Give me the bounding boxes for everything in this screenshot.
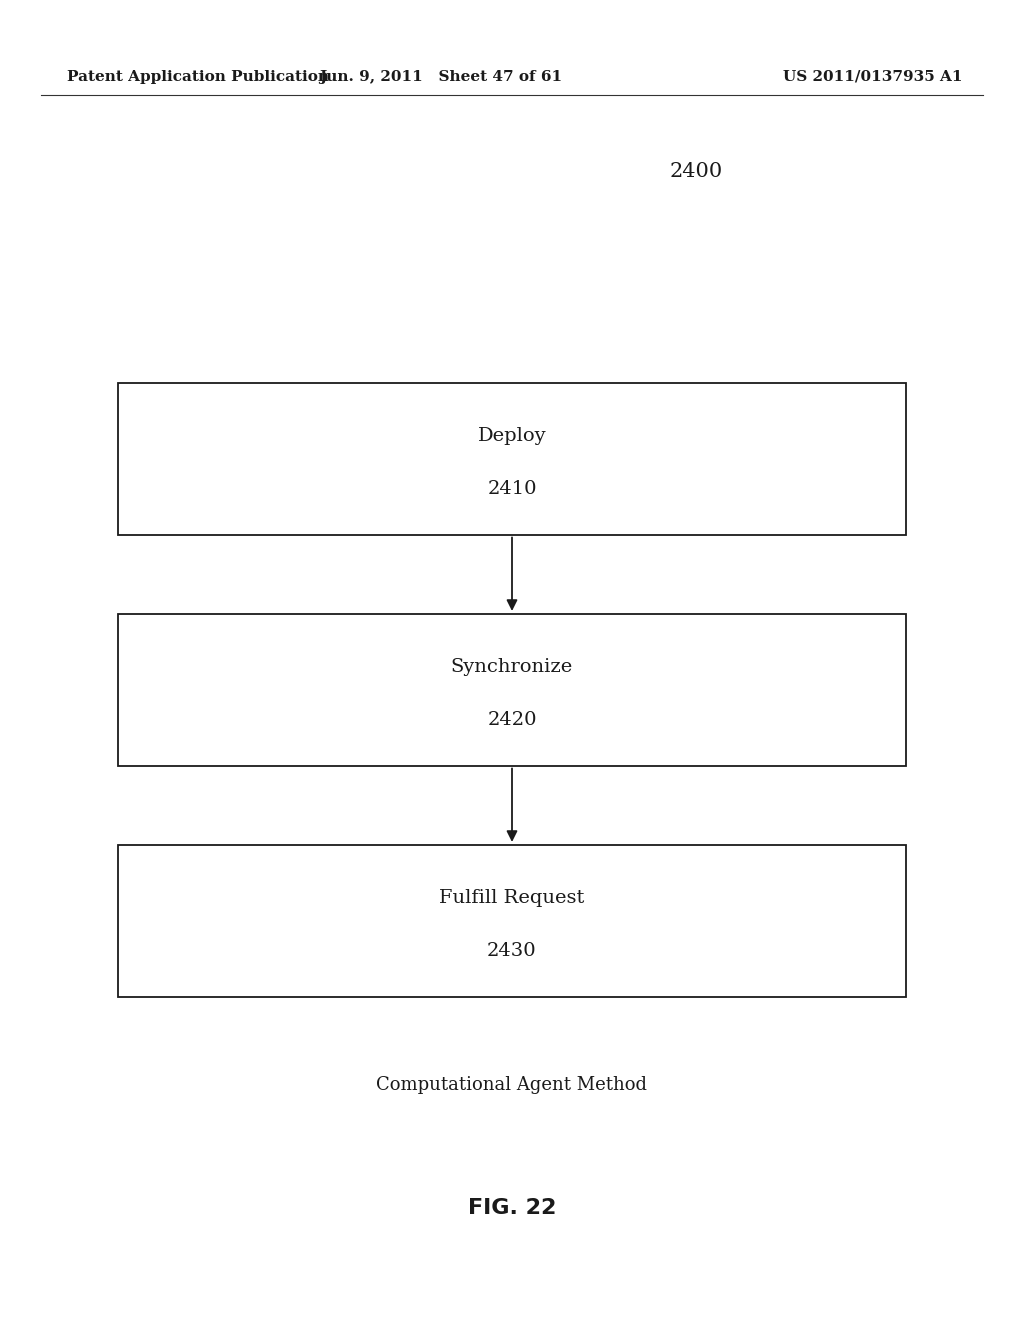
Text: Computational Agent Method: Computational Agent Method bbox=[377, 1076, 647, 1094]
Text: Deploy: Deploy bbox=[477, 426, 547, 445]
Text: Fulfill Request: Fulfill Request bbox=[439, 888, 585, 907]
Text: US 2011/0137935 A1: US 2011/0137935 A1 bbox=[783, 70, 963, 83]
Text: Synchronize: Synchronize bbox=[451, 657, 573, 676]
Text: 2430: 2430 bbox=[487, 942, 537, 960]
Text: 2400: 2400 bbox=[670, 162, 723, 181]
Bar bbox=[118, 614, 906, 766]
Text: Jun. 9, 2011   Sheet 47 of 61: Jun. 9, 2011 Sheet 47 of 61 bbox=[318, 70, 562, 83]
Text: Patent Application Publication: Patent Application Publication bbox=[67, 70, 329, 83]
Bar bbox=[118, 383, 906, 535]
Bar bbox=[118, 845, 906, 997]
Text: 2410: 2410 bbox=[487, 480, 537, 498]
Text: FIG. 22: FIG. 22 bbox=[468, 1197, 556, 1218]
Text: 2420: 2420 bbox=[487, 711, 537, 729]
